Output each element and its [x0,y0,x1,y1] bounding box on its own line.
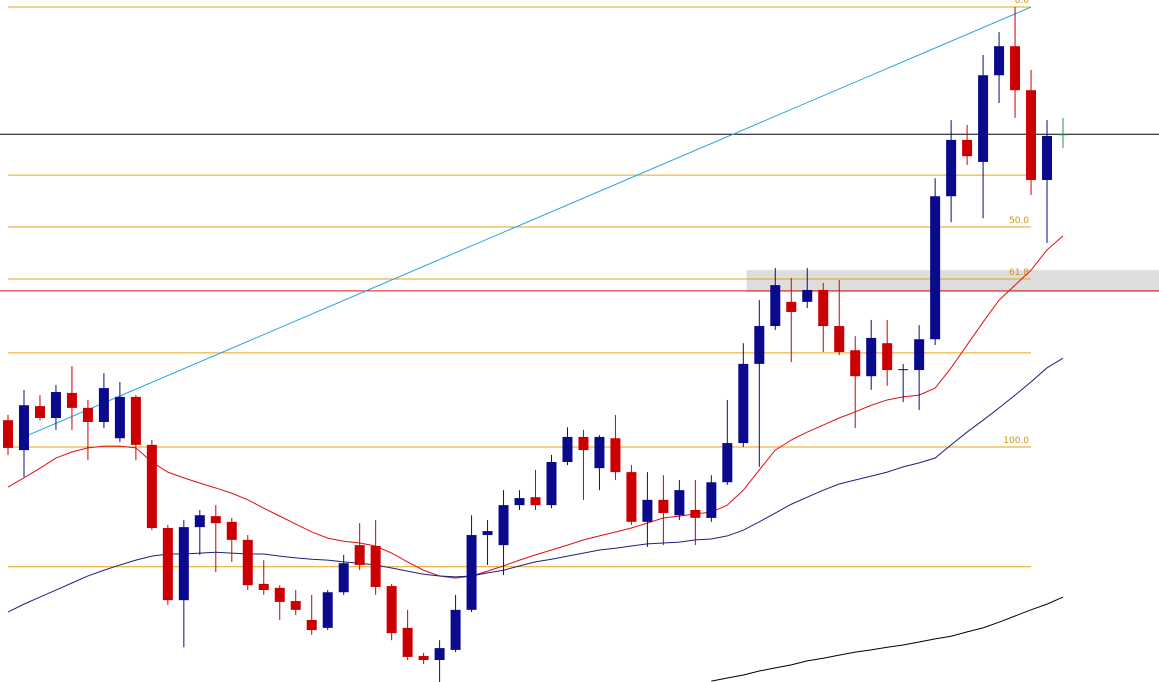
candle-body [626,472,637,522]
candle-body [722,443,733,483]
candle-body [546,462,557,506]
candle-body [402,627,413,657]
candle-body [786,301,797,312]
candle-body [978,75,989,162]
candle-body [642,499,653,522]
candle-body [146,444,157,528]
candle-body [130,396,141,445]
candle-body [594,436,605,469]
candle-body [82,407,93,422]
candle-body [3,420,13,448]
candle-body [834,326,845,352]
candle-body [866,337,877,377]
candle-body [178,527,189,601]
candle-body [1042,135,1053,180]
moving-average [7,235,1064,579]
candle-body [1010,46,1021,91]
candle-body [530,497,541,506]
candle-body [338,563,349,593]
fib-label: 50.0 [1009,216,1029,226]
candle-body [706,482,717,518]
candle-body [258,583,269,591]
candle-body [658,499,669,514]
zone [746,270,1159,293]
candle-body [738,363,749,444]
candle-body [514,498,525,506]
candle-body [882,343,893,371]
candle-body [930,196,941,340]
candle-body [482,531,493,536]
candle-body [450,609,461,650]
candle-body [946,139,957,197]
candle-body [818,289,829,327]
trendline [23,6,1032,438]
candle-body [210,516,221,524]
candle-body [674,490,685,516]
candle-body [466,535,477,610]
candle-body [386,586,397,634]
candle-body [34,406,45,418]
candle-body [994,46,1005,76]
candle-body [962,139,973,157]
candle-body [1026,90,1037,180]
candle-body [914,339,925,371]
candle-body [162,528,173,601]
candle-body [98,388,109,422]
candle-body [562,436,573,462]
candle-body [194,515,205,528]
candle-body [850,350,861,377]
candle-body [498,505,509,546]
candle-body [114,396,125,439]
candle-body [898,369,909,371]
candle-body [274,587,285,602]
candle-body [306,619,317,631]
candle-body [242,539,253,586]
candle-body [290,601,301,610]
fib-label: 61.8 [1009,268,1029,278]
candle-body [754,326,765,364]
fib-label: 0.0 [1015,0,1030,6]
candle-body [578,436,589,451]
candle-body [354,545,365,565]
candle-body [226,521,237,540]
candle-body [322,592,333,628]
candle-body [18,405,29,451]
candle-body [370,546,381,587]
candle-body [770,285,781,327]
candle-body [610,438,621,473]
candle-body [66,392,77,408]
candle-body [802,289,813,302]
fib-label: 100.0 [1003,436,1029,446]
moving-average [711,596,1064,682]
candle-body [434,648,445,660]
candle-body [418,656,429,660]
candle-body [690,509,701,518]
candle-body [50,392,61,418]
candle-body [1058,134,1069,136]
